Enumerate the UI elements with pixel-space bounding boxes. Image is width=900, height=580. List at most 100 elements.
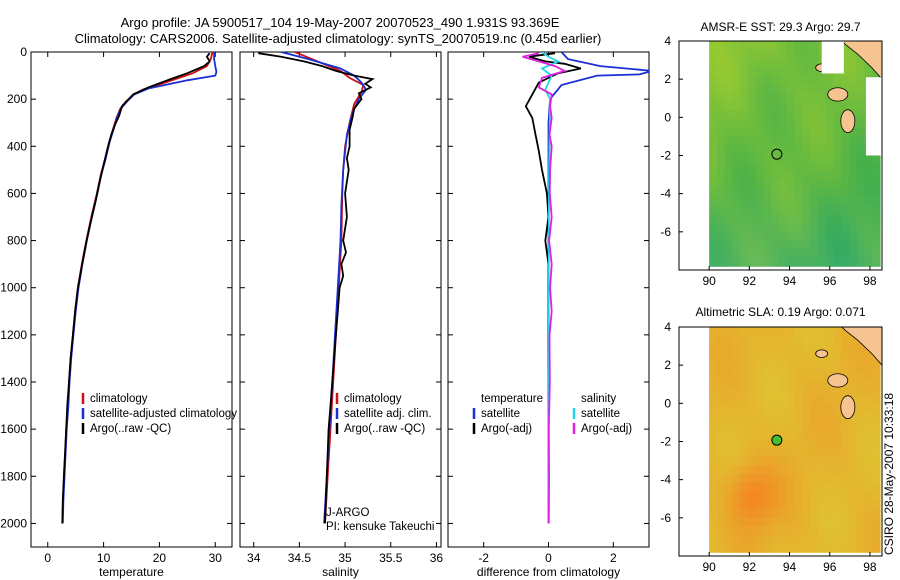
- sst_map-cell: [864, 162, 873, 172]
- sla_map-cell: [802, 456, 811, 467]
- sla_map-cell: [794, 413, 803, 423]
- sst_map-cell: [740, 179, 749, 189]
- sst_map-cell: [856, 162, 866, 172]
- sst_map-cell: [763, 205, 772, 215]
- sla_map-cell: [841, 543, 850, 553]
- sst_map-cell: [802, 188, 811, 198]
- sla_map-cell: [872, 491, 881, 501]
- sla_map-cell: [841, 474, 850, 484]
- sla_map-cell: [794, 517, 803, 527]
- plot-area: 0 10 20 30020040060080010001200140016001800…: [0, 20, 883, 579]
- sla_map-cell: [825, 482, 834, 493]
- sst_map-cell: [810, 214, 819, 224]
- sst_map-cell: [841, 49, 850, 59]
- sla_map-cell: [724, 543, 734, 553]
- sst_map-cell: [786, 84, 796, 94]
- sst_map-cell: [740, 222, 749, 233]
- sst_map-cell: [732, 144, 741, 155]
- sst_map-cell: [763, 188, 772, 198]
- depth-tick-label: 1400: [0, 375, 27, 389]
- sst_map-cell: [802, 101, 811, 111]
- sst_map-cell: [794, 214, 803, 224]
- sst_map-cell: [802, 58, 811, 68]
- difference-xtick-label: -2: [478, 551, 489, 565]
- sst_map-cell: [724, 101, 734, 111]
- sla_map-cell: [825, 413, 834, 423]
- sst_map-cell: [856, 222, 866, 233]
- sla_map-cell: [786, 396, 796, 406]
- sst_map-cell: [763, 222, 772, 233]
- sst_map-cell: [833, 162, 842, 172]
- sst_map-cell: [825, 188, 834, 198]
- sst_map-cell: [810, 179, 819, 189]
- sla_map-cell: [747, 543, 757, 553]
- sst_map-cell: [740, 248, 749, 259]
- sla_map-cell: [817, 543, 827, 553]
- sst_map-cell: [817, 188, 827, 198]
- sla_map-cell: [810, 335, 819, 345]
- sla_map-cell: [864, 508, 873, 519]
- sla_map-cell: [716, 413, 726, 423]
- sst_map-cell: [724, 136, 734, 146]
- sla_map-cell: [848, 482, 858, 493]
- sst_map-cell: [740, 75, 749, 85]
- sla_map-cell: [732, 422, 741, 432]
- sla_map-cell: [709, 370, 718, 380]
- sst_map-cell: [779, 188, 788, 198]
- sla_map-cell: [724, 361, 734, 371]
- sla_map-cell: [732, 387, 741, 397]
- sla_map-cell: [841, 344, 850, 354]
- sst_map-cell: [724, 248, 734, 259]
- sla_map-cell: [817, 378, 827, 389]
- sla_map-cell: [856, 387, 866, 397]
- sst_map-cell: [786, 92, 796, 103]
- sst_map-cell: [817, 170, 827, 181]
- sla_map-cell: [833, 352, 842, 363]
- sla_map-cell: [709, 344, 718, 354]
- difference-xtick-label: 2: [610, 551, 617, 565]
- sst_map-cell: [716, 162, 726, 172]
- sst_map-cell: [771, 222, 780, 233]
- sla_map-cell: [763, 456, 772, 467]
- sst_map-cell: [779, 49, 788, 59]
- sst_map-cell: [709, 49, 718, 59]
- sst_map-cell: [732, 84, 741, 94]
- sst_map-cell: [794, 49, 803, 59]
- sst_map-cell: [841, 231, 850, 241]
- sla_map-cell: [755, 404, 765, 415]
- salinity-series-argo-raw-qc-: [258, 52, 375, 524]
- sla_map-cell: [864, 491, 873, 501]
- sst_map-cell: [709, 101, 718, 111]
- sst_map-cell: [755, 179, 765, 189]
- sst_map-cell: [763, 170, 772, 181]
- sla_map-cell: [841, 448, 850, 458]
- sla_map-cell: [724, 482, 734, 493]
- sla_map-cell: [779, 430, 788, 441]
- sla_map-cell: [810, 465, 819, 475]
- sst_map-cell: [709, 41, 718, 51]
- sst_map-cell: [833, 153, 842, 163]
- sst_map-cell: [779, 205, 788, 215]
- sla_map-cell: [825, 491, 834, 501]
- sst_map-cell: [747, 127, 757, 137]
- sla_map-cell: [810, 327, 819, 337]
- sla_map-cell: [716, 456, 726, 467]
- sla_map-cell: [833, 534, 842, 545]
- sst_map-cell: [872, 179, 881, 189]
- sst_map-cell: [786, 222, 796, 233]
- sst_map-xtick-label: 94: [783, 274, 797, 288]
- sst_map-cell: [841, 205, 850, 215]
- sst_map-cell: [755, 84, 765, 94]
- sst_map-cell: [841, 41, 850, 51]
- sla_map-cell: [825, 422, 834, 432]
- sla_map-cell: [817, 508, 827, 519]
- sst_map-cell: [841, 101, 850, 111]
- sla_map-cell: [771, 370, 780, 380]
- sla_map-cell: [802, 378, 811, 389]
- sst_map-cell: [763, 196, 772, 207]
- sla_map-cell: [779, 404, 788, 415]
- sst_map-cell: [755, 110, 765, 120]
- sst_map-cell: [771, 66, 780, 77]
- sst_map-cell: [763, 231, 772, 241]
- sst_map-cell: [716, 196, 726, 207]
